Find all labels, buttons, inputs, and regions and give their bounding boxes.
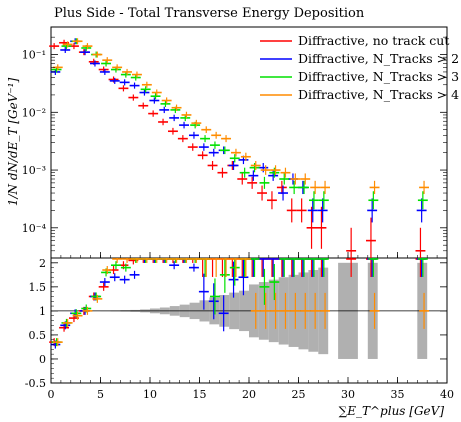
axes: 0 5 10 15 20 25 30 35 4010⁻⁴10⁻³10⁻²10⁻¹-0.500.5… [22, 36, 454, 401]
y-tick-label: 10⁻⁴ [22, 222, 47, 235]
x-tick-label: 20 [242, 388, 256, 401]
x-tick-label: 40 [440, 388, 454, 401]
legend: Diffractive, no track cut Diffractive, N… [260, 33, 459, 102]
main-data-points [49, 38, 429, 258]
legend-label: Diffractive, N_Tracks > 3 [298, 69, 459, 84]
x-tick-label: 30 [341, 388, 355, 401]
legend-label: Diffractive, no track cut [298, 33, 449, 48]
ratio-tick-label: 1.5 [29, 281, 47, 294]
x-axis-title: ∑E_T^plus [GeV] [339, 404, 445, 418]
legend-entry: Diffractive, N_Tracks > 3 [260, 69, 459, 84]
y-axis-title: 1/N dN/dE_T [GeV⁻¹] [6, 78, 20, 207]
y-tick-label: 10⁻³ [22, 164, 46, 177]
ratio-tick-label: -0.5 [25, 377, 46, 390]
legend-label: Diffractive, N_Tracks > 2 [298, 51, 459, 66]
ratio-tick-label: 0 [39, 353, 46, 366]
ratio-tick-label: 0.5 [29, 329, 47, 342]
legend-entry: Diffractive, no track cut [260, 33, 449, 48]
ratio-data-points [49, 258, 429, 349]
x-tick-label: 5 [97, 388, 104, 401]
y-tick-label: 10⁻² [22, 106, 46, 119]
x-tick-label: 15 [193, 388, 207, 401]
ratio-tick-label: 1 [39, 305, 46, 318]
x-tick-label: 25 [292, 388, 306, 401]
legend-entry: Diffractive, N_Tracks > 4 [260, 87, 459, 102]
x-tick-label: 10 [143, 388, 157, 401]
legend-label: Diffractive, N_Tracks > 4 [298, 87, 459, 102]
ratio-tick-label: 2 [39, 257, 46, 270]
chart-title: Plus Side - Total Transverse Energy Depo… [54, 6, 365, 21]
x-tick-label: 35 [391, 388, 405, 401]
y-tick-label: 10⁻¹ [22, 49, 46, 62]
x-tick-label: 0 [48, 388, 55, 401]
legend-entry: Diffractive, N_Tracks > 2 [260, 51, 459, 66]
